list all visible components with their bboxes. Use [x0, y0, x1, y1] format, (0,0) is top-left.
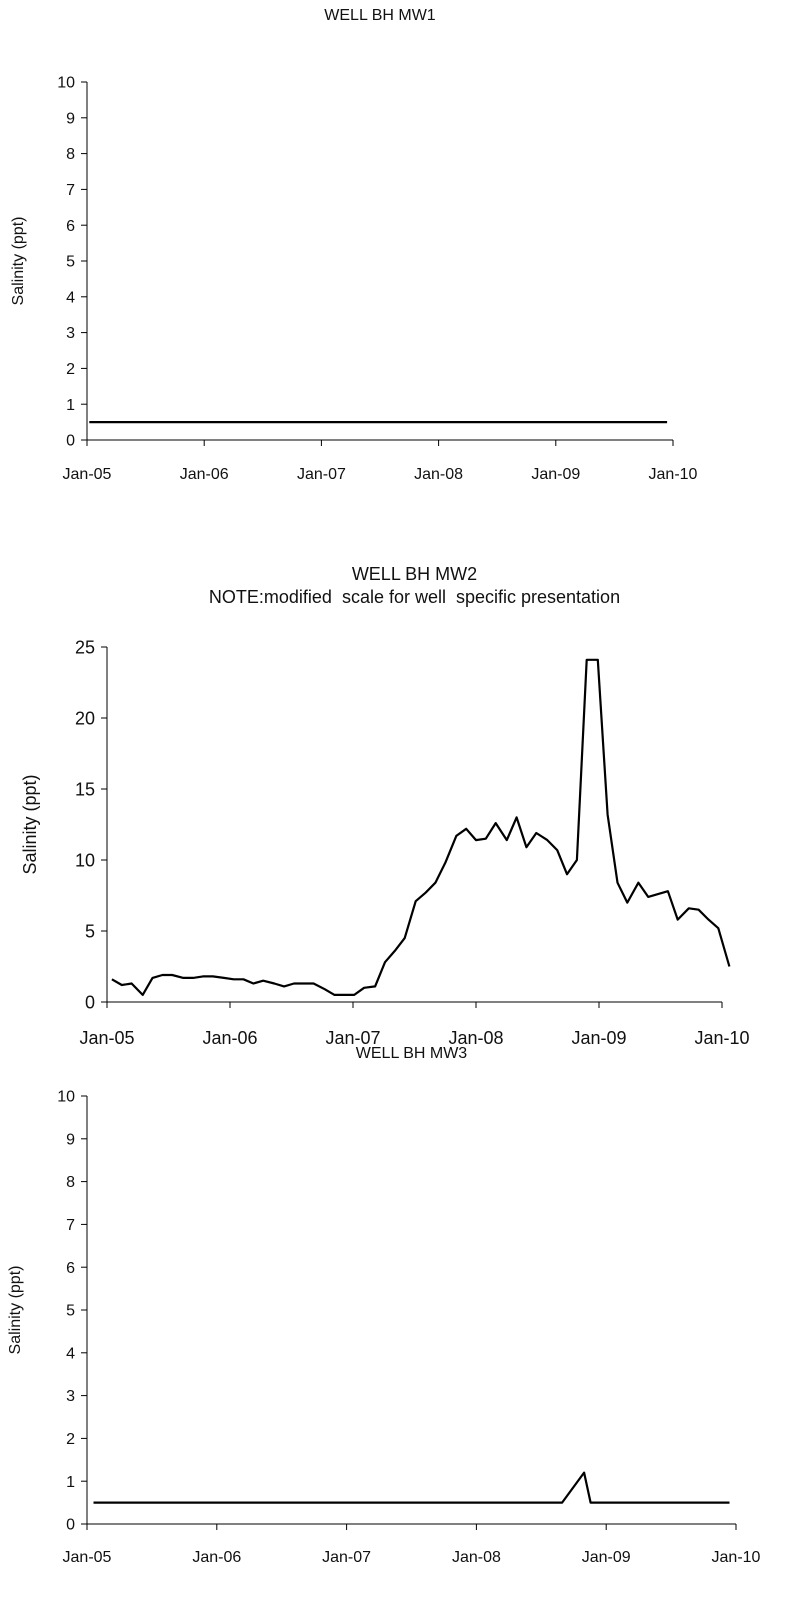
x-tick-label: Jan-07 [322, 1549, 371, 1566]
y-axis-label: Salinity (ppt) [20, 774, 40, 874]
x-tick-label: Jan-09 [582, 1549, 631, 1566]
y-tick-label: 6 [66, 1260, 75, 1277]
y-tick-label: 25 [75, 637, 95, 657]
y-tick-label: 0 [85, 992, 95, 1012]
y-tick-label: 6 [66, 218, 75, 235]
chart-2: WELL BH MW2 NOTE:modified scale for well … [20, 564, 750, 1048]
x-tick-label: Jan-09 [571, 1028, 626, 1048]
y-tick-label: 15 [75, 779, 95, 799]
y-tick-label: 3 [66, 1388, 75, 1405]
x-tick-label: Jan-05 [63, 466, 112, 483]
x-tick-label: Jan-07 [325, 1028, 380, 1048]
y-tick-label: 9 [66, 1131, 75, 1148]
chart-subtitle: NOTE:modified scale for well specific pr… [209, 587, 620, 607]
y-tick-label: 5 [66, 254, 75, 271]
y-tick-label: 20 [75, 708, 95, 728]
y-tick-label: 5 [66, 1303, 75, 1320]
x-tick-label: Jan-06 [202, 1028, 257, 1048]
y-tick-label: 2 [66, 361, 75, 378]
chart-title: WELL BH MW1 [324, 7, 436, 24]
y-tick-label: 5 [85, 921, 95, 941]
x-tick-label: Jan-08 [448, 1028, 503, 1048]
series-line [93, 1471, 730, 1504]
y-tick-label: 4 [66, 289, 75, 306]
y-tick-label: 10 [57, 1089, 75, 1106]
y-tick-label: 0 [66, 433, 75, 450]
y-tick-label: 1 [66, 397, 75, 414]
y-axis-label: Salinity (ppt) [10, 217, 27, 306]
y-tick-label: 0 [66, 1517, 75, 1534]
y-tick-label: 10 [75, 850, 95, 870]
y-tick-label: 2 [66, 1431, 75, 1448]
x-tick-label: Jan-10 [649, 466, 698, 483]
chart-title: WELL BH MW3 [356, 1045, 468, 1062]
y-tick-label: 7 [66, 182, 75, 199]
y-tick-label: 8 [66, 146, 75, 163]
x-tick-label: Jan-08 [452, 1549, 501, 1566]
y-tick-label: 7 [66, 1217, 75, 1234]
x-tick-label: Jan-10 [694, 1028, 749, 1048]
x-tick-label: Jan-10 [712, 1549, 761, 1566]
y-axis-label: Salinity (ppt) [7, 1266, 24, 1355]
x-tick-label: Jan-07 [297, 466, 346, 483]
y-tick-label: 9 [66, 110, 75, 127]
y-tick-label: 10 [57, 75, 75, 92]
x-tick-label: Jan-05 [63, 1549, 112, 1566]
series-line [111, 658, 731, 997]
chart-1: WELL BH MW1 0 1 2 3 4 5 6 7 8 9 10 Jan-05 Jan-06 Jan-0… [10, 7, 698, 483]
chart-3: WELL BH MW3 0 1 2 3 4 5 6 7 8 9 10 Jan-05 Jan-06 Jan-0… [7, 1045, 761, 1566]
y-tick-label: 8 [66, 1174, 75, 1191]
y-tick-label: 4 [66, 1345, 75, 1362]
chart-title: WELL BH MW2 [352, 564, 477, 584]
y-tick-label: 3 [66, 325, 75, 342]
x-tick-label: Jan-06 [180, 466, 229, 483]
x-tick-label: Jan-05 [79, 1028, 134, 1048]
y-tick-label: 1 [66, 1474, 75, 1491]
x-tick-label: Jan-08 [414, 466, 463, 483]
x-tick-label: Jan-06 [192, 1549, 241, 1566]
x-tick-label: Jan-09 [531, 466, 580, 483]
